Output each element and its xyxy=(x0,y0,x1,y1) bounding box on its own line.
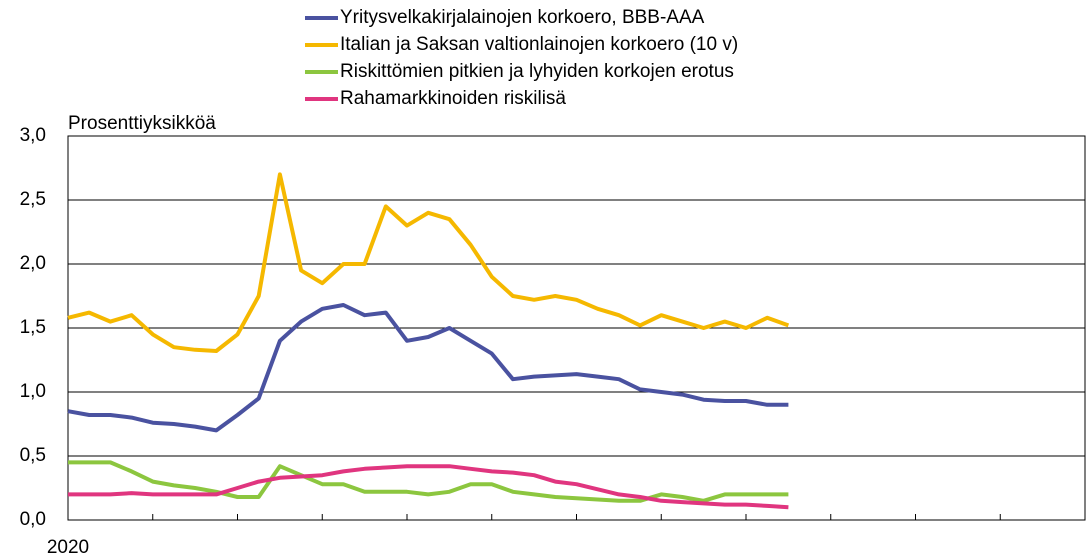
series-line xyxy=(68,460,789,503)
y-axis-label: Prosenttiyksikköä xyxy=(68,113,216,134)
series-line xyxy=(67,172,790,353)
y-tick-label: 0,5 xyxy=(20,445,46,466)
y-tick-label: 2,5 xyxy=(20,189,46,210)
series-line xyxy=(68,464,789,510)
legend-label: Riskittömien pitkien ja lyhyiden korkoje… xyxy=(340,61,734,82)
legend-label: Italian ja Saksan valtionlainojen korkoe… xyxy=(340,34,738,55)
y-tick-label: 1,0 xyxy=(20,381,46,402)
series-line xyxy=(67,303,789,433)
y-tick-label: 0,0 xyxy=(20,509,46,530)
y-tick-label: 1,5 xyxy=(20,317,46,338)
y-tick-label: 3,0 xyxy=(20,125,46,146)
legend-label: Rahamarkkinoiden riskilisä xyxy=(340,88,566,109)
x-tick-label: 2020 xyxy=(47,537,89,558)
legend-label: Yritysvelkakirjalainojen korkoero, BBB-A… xyxy=(340,7,705,28)
y-tick-label: 2,0 xyxy=(20,253,46,274)
